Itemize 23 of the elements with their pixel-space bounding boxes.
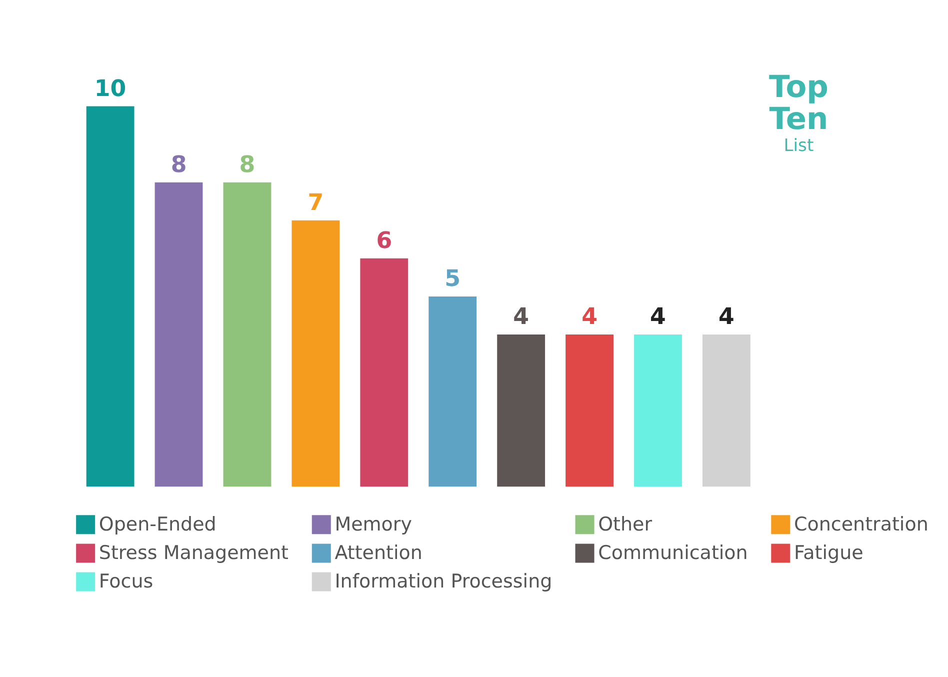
legend-label: Information Processing bbox=[334, 570, 552, 592]
data-label: 4 bbox=[650, 304, 666, 330]
data-label: 7 bbox=[308, 190, 324, 216]
data-label: 4 bbox=[513, 304, 530, 330]
data-label: 4 bbox=[718, 304, 734, 330]
legend-label: Stress Management bbox=[98, 542, 288, 564]
legend-label: Open-Ended bbox=[98, 513, 216, 536]
legend-label: Attention bbox=[334, 542, 422, 564]
text: List bbox=[784, 136, 814, 156]
legend-label: Concentration bbox=[794, 513, 928, 536]
data-label: 6 bbox=[376, 228, 392, 254]
text: Ten bbox=[769, 102, 828, 138]
data-label: 8 bbox=[170, 152, 187, 178]
data-label: 10 bbox=[94, 76, 126, 102]
legend-label: Other bbox=[598, 513, 652, 536]
data-label: 5 bbox=[444, 266, 461, 292]
legend-label: Communication bbox=[598, 542, 748, 564]
legend-label: Memory bbox=[334, 513, 412, 536]
data-label: 4 bbox=[582, 304, 598, 330]
data-label: 8 bbox=[239, 152, 256, 178]
legend-label: Focus bbox=[98, 570, 154, 592]
legend-label: Fatigue bbox=[794, 542, 864, 564]
text: Top bbox=[769, 70, 828, 105]
